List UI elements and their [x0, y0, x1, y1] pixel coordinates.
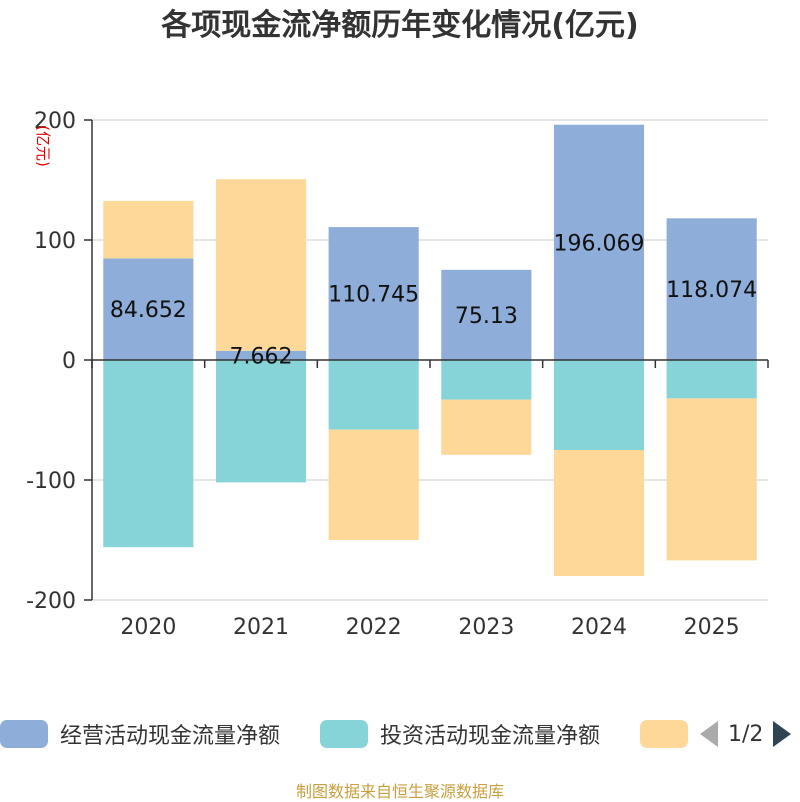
data-label-operating: 118.074 — [666, 278, 757, 303]
data-label-operating: 7.662 — [230, 344, 293, 369]
legend-swatch-investing — [320, 720, 368, 748]
axis-layer: 200 100 0 -100 -200 (亿元) 2020 2021 2022 2023 2024 2… — [26, 109, 769, 640]
legend-item-investing[interactable]: 投资活动现金流量净额 — [320, 716, 600, 752]
data-label-operating: 110.745 — [328, 283, 419, 308]
x-tick-label: 2025 — [684, 615, 740, 640]
bar-financing-2025 — [666, 398, 757, 561]
chart-title: 各项现金流净额历年变化情况(亿元) — [161, 8, 639, 43]
bar-financing-2022 — [328, 429, 419, 540]
y-tick-label: 0 — [62, 349, 76, 374]
y-tick-label: -200 — [26, 589, 76, 614]
legend-item-operating[interactable]: 经营活动现金流量净额 — [0, 716, 280, 752]
x-tick-label: 2020 — [120, 615, 176, 640]
legend-item-financing[interactable] — [640, 716, 700, 752]
x-tick-label: 2023 — [458, 615, 514, 640]
legend-pager: 1/2 — [700, 716, 792, 752]
labels-layer: 84.652 7.662 110.745 75.13 196.069 118.074 — [110, 231, 757, 369]
data-label-operating: 75.13 — [455, 304, 518, 329]
grid-layer — [92, 119, 768, 601]
bars-layer — [103, 124, 757, 576]
pager-next-icon[interactable] — [773, 721, 792, 747]
bar-operating-2024 — [553, 124, 645, 361]
data-label-operating: 84.652 — [110, 298, 187, 323]
legend-swatch-operating — [0, 720, 48, 748]
x-tick-label: 2024 — [571, 615, 627, 640]
legend-label-investing: 投资活动现金流量净额 — [380, 724, 601, 749]
data-label-operating: 196.069 — [554, 231, 645, 256]
x-tick-label: 2022 — [346, 615, 402, 640]
x-tick-label: 2021 — [233, 615, 289, 640]
bar-financing-2023 — [441, 399, 532, 455]
bar-financing-2024 — [553, 450, 645, 576]
bar-operating-2025 — [666, 218, 757, 360]
y-tick-label: -100 — [26, 469, 76, 494]
y-tick-label: 200 — [34, 109, 76, 134]
y-tick-label: 100 — [34, 229, 76, 254]
bar-operating-2021 — [215, 350, 307, 360]
bar-investing-2022 — [328, 360, 419, 430]
bar-operating-2020 — [103, 258, 194, 360]
bar-financing-2020 — [103, 200, 194, 259]
legend: 经营活动现金流量净额 投资活动现金流量净额 — [0, 716, 800, 752]
bar-investing-2020 — [103, 360, 194, 548]
legend-label-operating: 经营活动现金流量净额 — [60, 724, 281, 749]
pager-prev-icon[interactable] — [700, 721, 718, 747]
bar-investing-2025 — [666, 360, 757, 399]
pager-text: 1/2 — [728, 721, 764, 747]
bar-investing-2024 — [553, 360, 645, 450]
bar-financing-2021 — [215, 179, 307, 351]
bar-investing-2021 — [215, 360, 307, 483]
bar-operating-2023 — [441, 269, 532, 360]
legend-swatch-financing — [640, 720, 688, 748]
source-footer: 制图数据来自恒生聚源数据库 — [295, 782, 504, 801]
bar-investing-2023 — [441, 360, 532, 400]
y-axis-unit-label: (亿元) — [34, 125, 52, 167]
bar-operating-2022 — [328, 227, 419, 360]
